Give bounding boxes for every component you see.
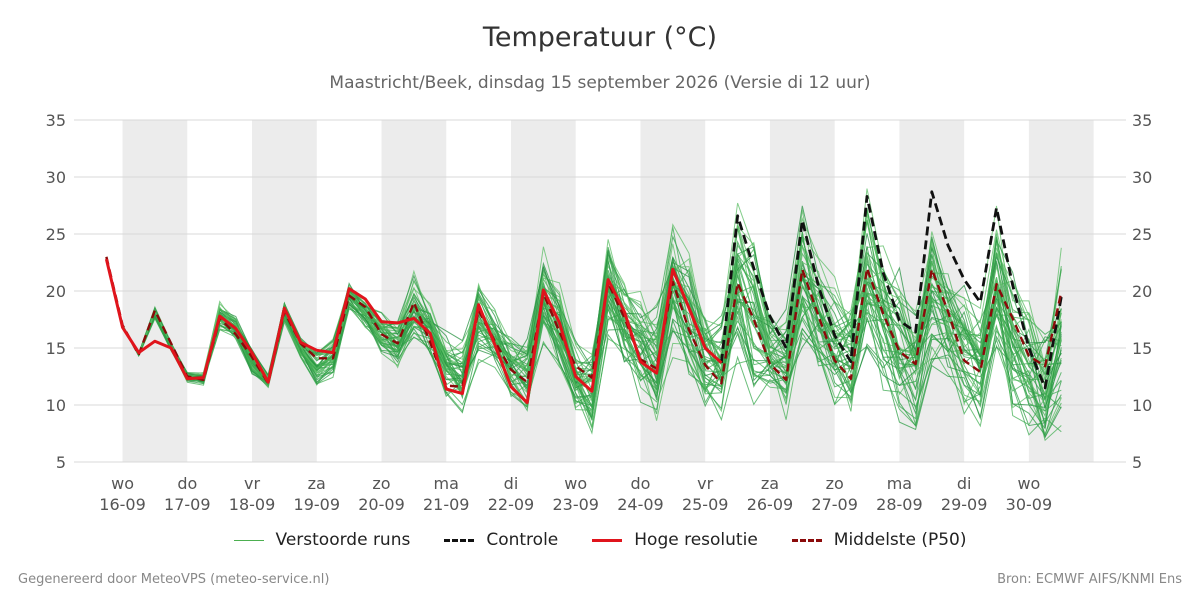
x-tick-day: do [630, 474, 650, 493]
y-tick-label-right: 5 [1132, 453, 1142, 472]
x-tick-date: 16-09 [99, 495, 146, 514]
legend-label-middelste-p50: Middelste (P50) [833, 530, 967, 550]
legend-item-hoge-resolutie: Hoge resolutie [592, 530, 758, 550]
legend-item-middelste-p50: Middelste (P50) [791, 530, 967, 550]
ensemble-member-line [105, 258, 1062, 425]
x-tick-day: di [957, 474, 972, 493]
legend-swatch-middelste-p50 [791, 538, 822, 542]
x-tick-date: 23-09 [552, 495, 599, 514]
x-tick-date: 27-09 [811, 495, 858, 514]
legend-label-hoge-resolutie: Hoge resolutie [634, 530, 758, 550]
x-tick-date: 22-09 [488, 495, 535, 514]
x-tick-day: zo [372, 474, 390, 493]
y-tick-label-right: 25 [1132, 225, 1152, 244]
y-tick-label-right: 10 [1132, 396, 1152, 415]
x-tick-day: vr [697, 474, 713, 493]
x-tick-date: 29-09 [941, 495, 988, 514]
y-tick-label-right: 15 [1132, 339, 1152, 358]
x-tick-day: di [504, 474, 519, 493]
legend-swatch-controle [444, 538, 475, 542]
x-tick-date: 30-09 [1006, 495, 1053, 514]
y-tick-label-right: 20 [1132, 282, 1152, 301]
series-lines [104, 190, 1063, 405]
x-tick-date: 17-09 [164, 495, 211, 514]
x-tick-date: 21-09 [423, 495, 470, 514]
footer-source: Bron: ECMWF AIFS/KNMI Ens [997, 572, 1182, 587]
footer-generated-by: Gegenereerd door MeteoVPS (meteo-service… [18, 572, 330, 587]
legend-swatch-verstoorde-runs [233, 539, 264, 541]
y-tick-label-left: 25 [46, 225, 66, 244]
y-tick-label-right: 35 [1132, 111, 1152, 130]
x-tick-date: 20-09 [358, 495, 405, 514]
x-tick-day: wo [1017, 474, 1040, 493]
ensemble-member-line [105, 205, 1062, 378]
y-tick-label-left: 20 [46, 282, 66, 301]
y-tick-label-left: 15 [46, 339, 66, 358]
x-tick-date: 25-09 [682, 495, 729, 514]
x-tick-date: 24-09 [617, 495, 664, 514]
x-tick-day: za [308, 474, 326, 493]
legend-label-controle: Controle [486, 530, 559, 550]
x-tick-day: wo [564, 474, 587, 493]
x-tick-day: do [177, 474, 197, 493]
x-tick-day: ma [434, 474, 459, 493]
legend-item-controle: Controle [444, 530, 558, 550]
legend: Verstoorde runs Controle Hoge resolutie … [0, 530, 1200, 550]
x-tick-day: vr [244, 474, 260, 493]
x-tick-date: 28-09 [876, 495, 923, 514]
controle-line [720, 190, 1063, 390]
grid-lines [74, 119, 1126, 463]
x-tick-day: ma [887, 474, 912, 493]
ensemble-member-line [105, 227, 1062, 382]
y-tick-label-left: 30 [46, 168, 66, 187]
axis-ticks: 5 5 10 10 15 15 20 20 25 25 30 30 35 35 wo 16-09 do 17-09… [46, 111, 1153, 514]
x-tick-date: 19-09 [294, 495, 341, 514]
chart-subtitle: Maastricht/Beek, dinsdag 15 september 20… [329, 73, 871, 93]
hoge-resolutie-line [104, 258, 723, 405]
y-tick-label-left: 5 [56, 453, 66, 472]
x-tick-day: wo [111, 474, 134, 493]
y-tick-label-left: 10 [46, 396, 66, 415]
x-tick-day: za [761, 474, 779, 493]
legend-label-verstoorde-runs: Verstoorde runs [275, 530, 411, 550]
chart-title: Temperatuur (°C) [482, 22, 718, 53]
x-tick-day: zo [826, 474, 844, 493]
x-tick-date: 26-09 [747, 495, 794, 514]
legend-swatch-hoge-resolutie [592, 538, 623, 542]
y-tick-label-right: 30 [1132, 168, 1152, 187]
x-tick-date: 18-09 [229, 495, 276, 514]
y-tick-label-left: 35 [46, 111, 66, 130]
legend-item-verstoorde-runs: Verstoorde runs [233, 530, 411, 550]
